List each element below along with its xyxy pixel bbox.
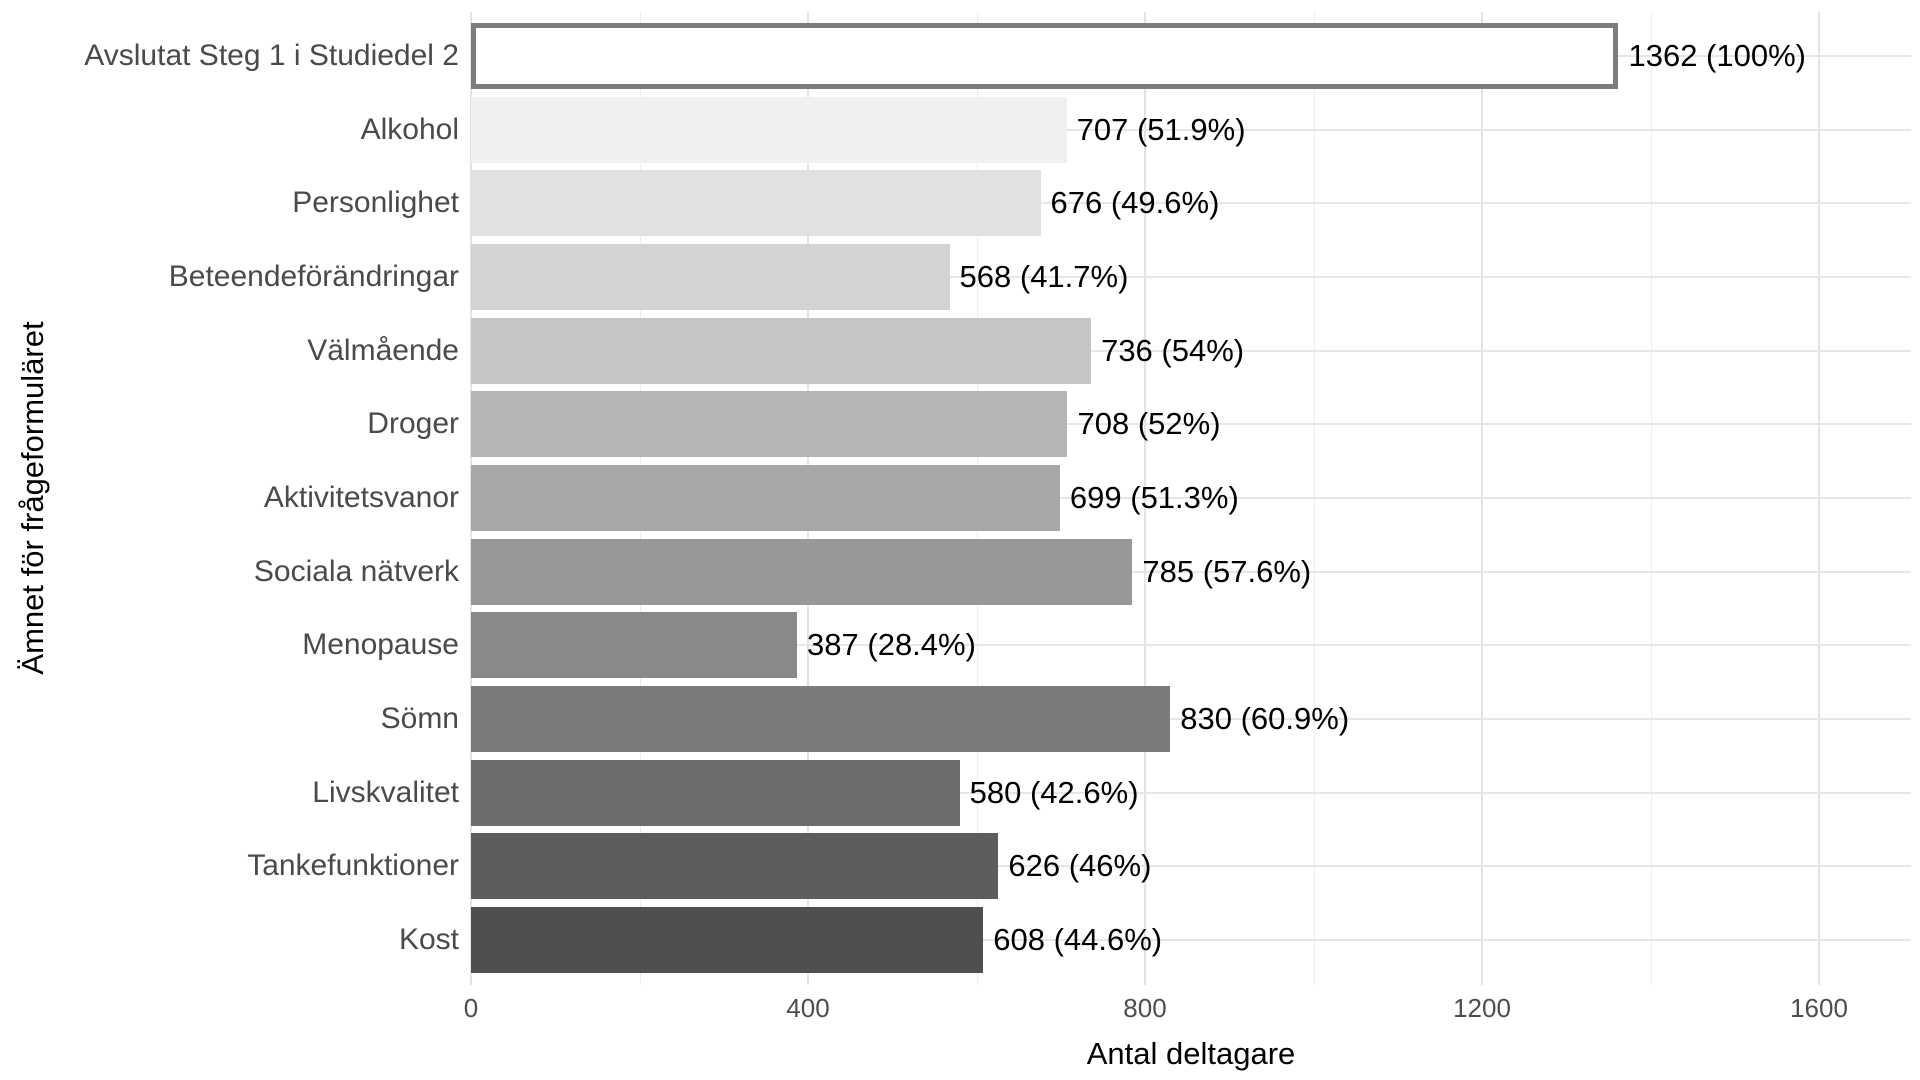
bar-value-label: 699 (51.3%) [1069,480,1239,515]
category-label: Välmående [307,333,459,367]
category-label: Avslutat Steg 1 i Studiedel 2 [84,39,459,72]
bar [471,759,960,826]
bar-value-label: 387 (28.4%) [807,627,976,663]
y-axis-category-labels: Avslutat Steg 1 i Studiedel 2 Alkohol Pers… [0,0,459,1080]
bar [471,23,1619,89]
x-tick-label: 800 [1123,993,1167,1023]
bar [471,317,1092,384]
x-tick-label: 1200 [1453,993,1511,1023]
bar [471,833,999,900]
bar-value-label: 708 (52%) [1077,406,1221,442]
y-major-gridline [471,128,1911,131]
category-label: Menopause [302,628,459,662]
x-tick-label: 0 [463,993,479,1023]
category-label: Kost [398,923,459,956]
y-major-gridline [471,939,1911,941]
bar-value-label: 785 (57.6%) [1142,553,1312,589]
y-major-gridline [471,497,1911,499]
bar-value-label: 676 (49.6%) [1050,185,1220,221]
category-label: Personlighet [292,186,459,220]
bar-value-label: 568 (41.7%) [959,259,1129,294]
bar [471,96,1067,163]
y-major-gridline [471,570,1911,573]
category-label: Sociala nätverk [253,554,459,588]
x-tick-label: 1600 [1790,993,1848,1023]
bar-value-label: 736 (54%) [1101,332,1245,368]
bar [471,391,1068,458]
y-major-gridline [471,349,1911,352]
y-major-gridline [471,865,1911,868]
category-label: Beteendeförändringar [168,260,459,293]
category-label: Alkohol [360,112,459,146]
y-major-gridline [471,423,1911,426]
bar [471,538,1133,605]
y-major-gridline [471,718,1911,720]
plot-panel: 1362 (100%) 707 (51.9%) 676 (49.6%) 568 (41… [470,12,1911,985]
y-major-gridline [471,276,1911,278]
y-major-gridline [471,644,1911,647]
bar [471,170,1041,237]
bar-value-label: 707 (51.9%) [1076,111,1246,147]
category-label: Livskvalitet [312,775,459,809]
category-label: Sömn [380,702,459,735]
x-axis-title: Antal deltagare [1086,1036,1296,1071]
bar-value-label: 626 (46%) [1008,848,1152,884]
category-label: Droger [367,407,459,441]
category-label: Tankefunktioner [247,849,459,883]
bar-value-label: 608 (44.6%) [993,922,1163,957]
y-major-gridline [471,202,1911,205]
x-tick-label: 400 [786,993,830,1023]
bar [471,244,950,310]
bar-value-label: 580 (42.6%) [969,774,1139,810]
bar [471,465,1060,531]
bar [471,907,984,973]
bar [471,612,798,679]
bar [471,686,1171,752]
bar-value-label: 830 (60.9%) [1180,701,1350,736]
bar-value-label: 1362 (100%) [1628,38,1806,73]
category-label: Aktivitetsvanor [263,481,459,514]
y-major-gridline [471,791,1911,794]
